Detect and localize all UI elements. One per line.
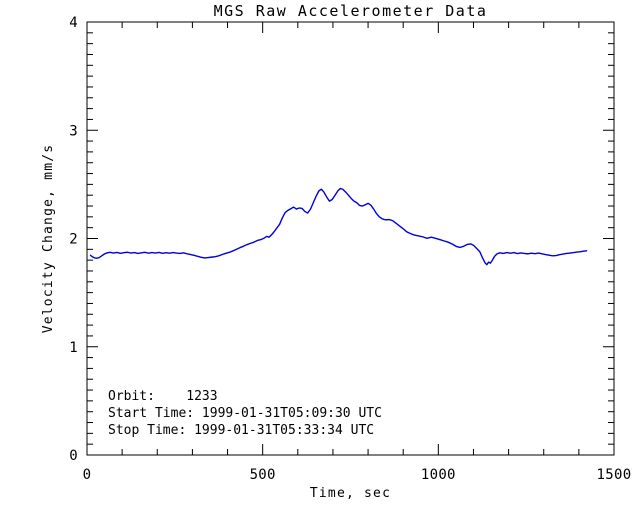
annotation-stop-time: Stop Time: 1999-01-31T05:33:34 UTC [108, 423, 374, 438]
y-tick-label: 4 [69, 15, 78, 31]
y-tick-label: 1 [69, 340, 78, 356]
y-tick-label: 2 [69, 232, 78, 248]
chart-title: MGS Raw Accelerometer Data [214, 2, 488, 20]
x-tick-label: 1500 [597, 467, 632, 483]
x-tick-label: 500 [250, 467, 276, 483]
axes-layer: 0 500 1000 1500 0 1 2 3 4 [69, 15, 631, 483]
y-tick-label: 3 [69, 123, 78, 139]
x-tick-label: 1000 [421, 467, 456, 483]
data-series-line [89, 187, 588, 266]
annotation-orbit: Orbit: 1233 [108, 389, 218, 404]
y-axis-label: Velocity Change, mm/s [41, 144, 56, 334]
annotation-start-time: Start Time: 1999-01-31T05:09:30 UTC [108, 406, 382, 421]
y-tick-label: 0 [69, 448, 78, 464]
series-layer [89, 187, 588, 266]
annotation-block: Orbit: 1233 Start Time: 1999-01-31T05:09… [108, 389, 382, 438]
x-axis-label: Time, sec [310, 486, 391, 501]
x-tick-label: 0 [83, 467, 92, 483]
